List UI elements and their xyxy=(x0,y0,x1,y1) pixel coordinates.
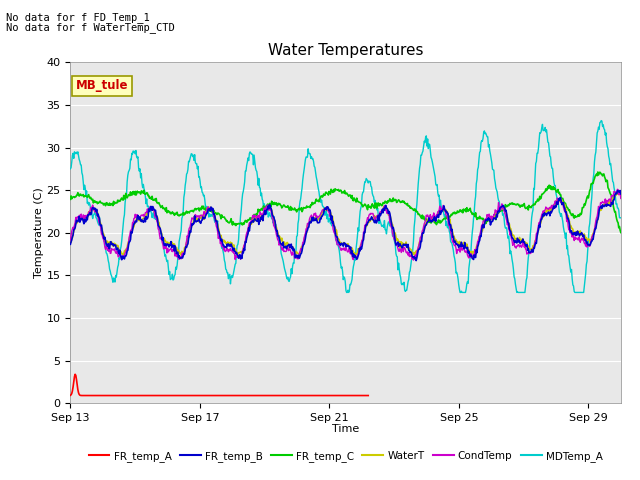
Y-axis label: Temperature (C): Temperature (C) xyxy=(34,187,44,278)
Legend: FR_temp_A, FR_temp_B, FR_temp_C, WaterT, CondTemp, MDTemp_A: FR_temp_A, FR_temp_B, FR_temp_C, WaterT,… xyxy=(84,447,607,466)
Text: No data for f FD_Temp_1: No data for f FD_Temp_1 xyxy=(6,12,150,23)
Text: No data for f WaterTemp_CTD: No data for f WaterTemp_CTD xyxy=(6,22,175,33)
Title: Water Temperatures: Water Temperatures xyxy=(268,44,423,59)
X-axis label: Time: Time xyxy=(332,424,359,434)
Text: MB_tule: MB_tule xyxy=(76,79,129,93)
